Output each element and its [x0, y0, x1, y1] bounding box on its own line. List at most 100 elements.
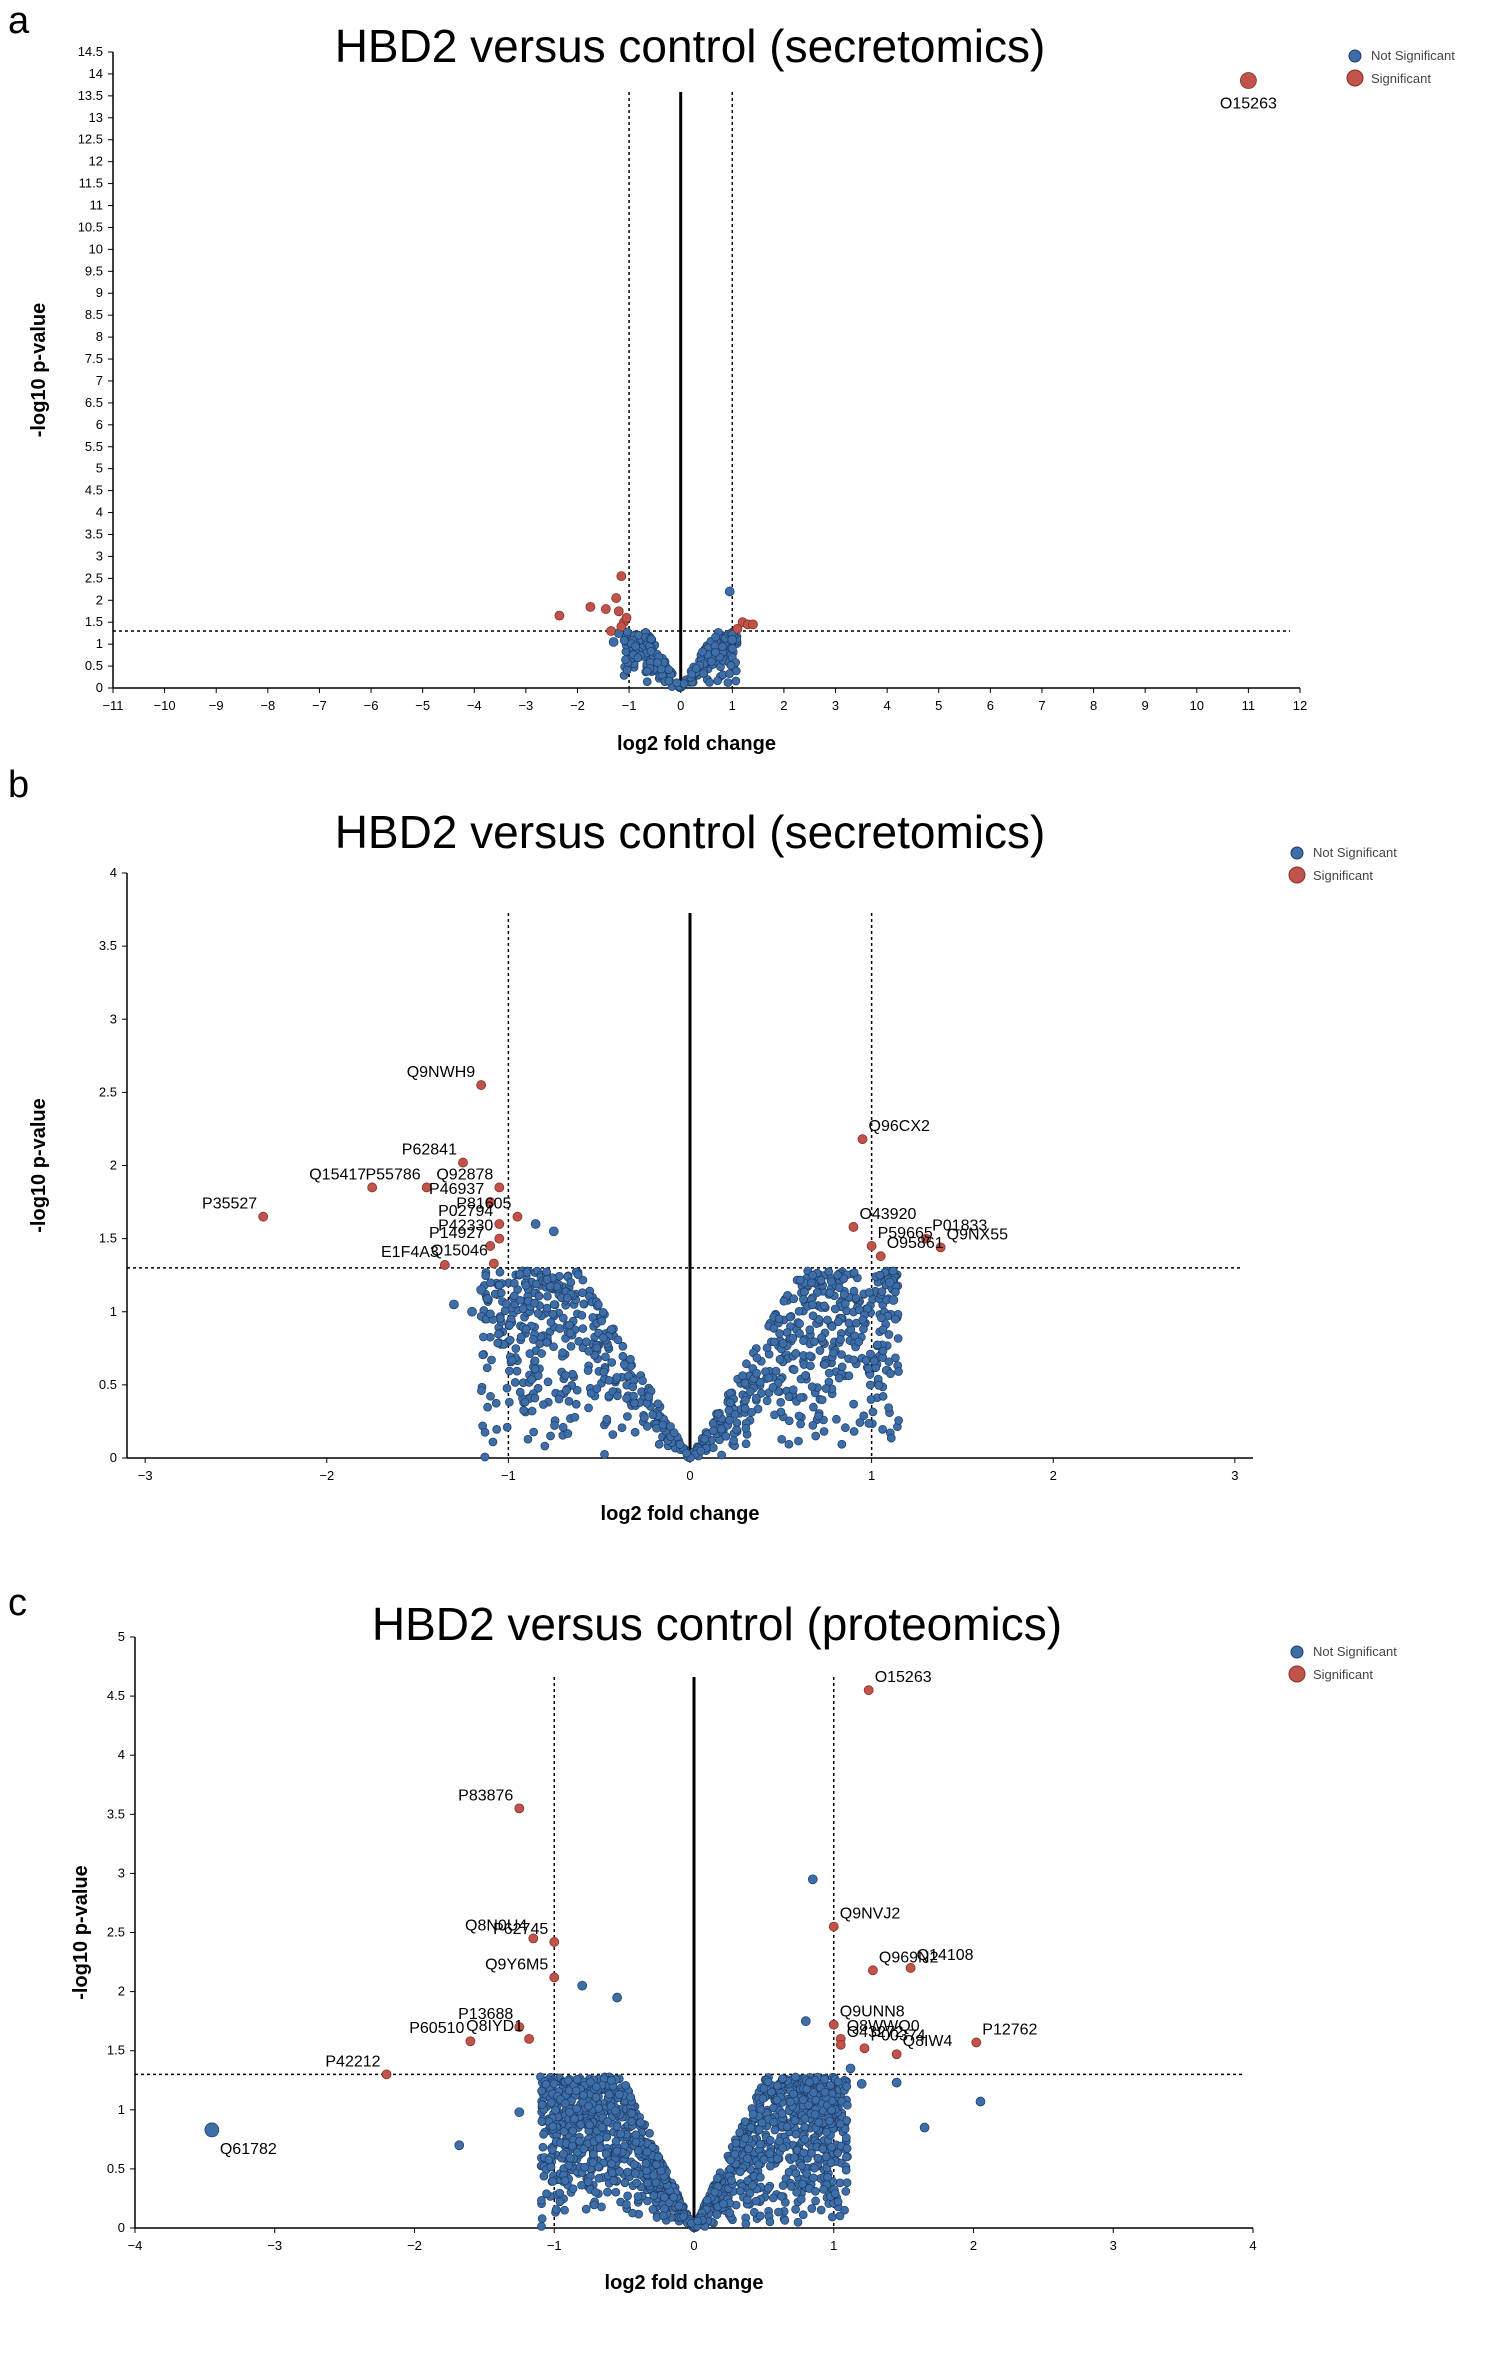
- chart-b-point-not-significant: [617, 1423, 627, 1433]
- chart-b-y-tick-label: 1: [110, 1304, 117, 1319]
- chart-b-point-not-significant: [791, 1349, 801, 1358]
- chart-b-point-not-significant: [527, 1406, 537, 1416]
- chart-b-point-not-significant: [654, 1439, 664, 1449]
- chart-c-point-not-significant: [792, 2187, 801, 2197]
- chart-b-point-not-significant: [729, 1436, 739, 1445]
- chart-b-point-label: P02794: [438, 1203, 493, 1220]
- chart-b-point-not-significant: [849, 1427, 859, 1436]
- chart-b-point-not-significant: [579, 1299, 589, 1309]
- chart-b-point-not-significant: [741, 1424, 751, 1433]
- chart-c-point-not-significant: [818, 2144, 828, 2154]
- chart-c-point-label: Q14108: [917, 1947, 974, 1964]
- chart-c-point-not-significant: [798, 2210, 808, 2220]
- chart-b-point-not-significant: [488, 1437, 498, 1447]
- chart-c-point-not-significant: [537, 2100, 547, 2110]
- chart-b-point-not-significant: [675, 1440, 685, 1449]
- chart-b-point-not-significant: [487, 1355, 496, 1365]
- chart-c-y-tick-label: 1.5: [107, 2043, 125, 2058]
- chart-c-y-label: -log10 p-value: [70, 1865, 92, 1999]
- chart-c-point-not-significant: [820, 2087, 830, 2097]
- chart-b-y-tick-label: 2: [110, 1158, 117, 1173]
- chart-b-point-not-significant: [563, 1429, 573, 1438]
- chart-c-point-not-significant: [610, 2106, 620, 2116]
- chart-b-point-not-significant: [891, 1287, 900, 1297]
- chart-b-point-not-significant: [833, 1270, 842, 1280]
- chart-b-point-not-significant: [638, 1376, 647, 1386]
- chart-c-point-not-significant: [799, 2148, 809, 2158]
- chart-c-point-not-significant: [636, 2118, 645, 2128]
- chart-b-point-not-significant: [807, 1278, 816, 1288]
- chart-c-y-tick-label: 5: [118, 1629, 125, 1644]
- chart-c-point-not-significant: [626, 2092, 636, 2102]
- chart-a-point-significant: [616, 621, 627, 632]
- chart-b-point-not-significant: [854, 1337, 864, 1347]
- chart-b-point-not-significant: [568, 1369, 577, 1379]
- chart-b-x-tick-label: 0: [686, 1468, 693, 1483]
- chart-b-point-not-significant: [565, 1320, 574, 1330]
- chart-b-point-not-significant: [482, 1294, 492, 1303]
- chart-b-point-not-significant: [784, 1416, 794, 1426]
- chart-b-point-not-significant: [573, 1270, 583, 1280]
- chart-b-point-not-significant: [601, 1352, 610, 1362]
- chart-c-point-not-significant: [693, 2216, 702, 2226]
- chart-c-y-tick-label: 2: [118, 1984, 125, 1999]
- chart-b-point-not-significant: [491, 1398, 501, 1408]
- chart-c-point-not-significant: [643, 2196, 652, 2206]
- chart-c-point-significant: [863, 1685, 874, 1696]
- chart-b-point-not-significant: [599, 1333, 608, 1343]
- chart-b-point-label: P59665: [878, 1225, 933, 1242]
- chart-b-point-not-significant: [840, 1299, 850, 1309]
- chart-b-point-not-significant: [562, 1385, 571, 1395]
- chart-c-point-not-significant: [822, 2127, 831, 2137]
- chart-c-point-not-significant: [575, 2136, 584, 2146]
- chart-c-point-not-significant: [649, 2191, 659, 2201]
- chart-b-point-not-significant: [849, 1286, 859, 1296]
- chart-c-point-not-significant: [789, 2153, 799, 2162]
- chart-b-x-tick-label: 3: [1231, 1468, 1238, 1483]
- chart-c-point-label: P00374: [870, 2027, 925, 2044]
- chart-a-point-not-significant: [711, 632, 720, 642]
- chart-c-point-not-significant: [759, 2155, 769, 2164]
- chart-c-point-significant: [835, 2039, 846, 2050]
- chart-c-point-not-significant: [755, 2139, 765, 2149]
- chart-c-point-not-significant: [564, 2161, 574, 2170]
- panel-letter-c: c: [8, 1582, 27, 1624]
- chart-b-point-not-significant: [520, 1397, 530, 1407]
- chart-b-point-label: P81605: [456, 1196, 511, 1213]
- chart-c-point-not-significant: [548, 2177, 558, 2186]
- chart-a-y-tick-label: 2.5: [85, 570, 103, 585]
- chart-b-point-not-significant: [836, 1335, 845, 1344]
- chart-b-point-not-significant: [554, 1394, 564, 1404]
- chart-b-point-not-significant: [480, 1427, 490, 1437]
- chart-b-point-not-significant: [795, 1329, 804, 1338]
- chart-a-x-tick-label: 8: [1090, 698, 1097, 713]
- chart-a-y-tick-label: 14: [89, 66, 103, 81]
- chart-b-point-not-significant: [891, 1314, 900, 1324]
- chart-b-x-label: log2 fold change: [601, 1503, 760, 1525]
- chart-c-point-label: Q9NVJ2: [840, 1906, 901, 1923]
- chart-c-point-not-significant: [537, 2086, 546, 2096]
- chart-c-point-not-significant: [830, 2189, 840, 2198]
- chart-c-point-not-significant: [585, 2120, 594, 2130]
- chart-a-point-significant: [1239, 72, 1257, 89]
- chart-b-point-label: E1F4A3: [381, 1244, 439, 1261]
- chart-b-point-not-significant: [884, 1357, 894, 1367]
- chart-b-point-not-significant: [476, 1284, 486, 1295]
- chart-c-point-not-significant: [746, 2123, 756, 2132]
- chart-c-point-not-significant: [821, 2152, 831, 2162]
- chart-b-point-not-significant: [877, 1313, 886, 1323]
- chart-b-y-tick-label: 0: [110, 1450, 117, 1465]
- chart-c-point-not-significant: [712, 2210, 722, 2220]
- chart-c-point-not-significant: [606, 2076, 616, 2085]
- chart-c-point-label: Q9UNN8: [840, 2004, 905, 2021]
- chart-b-point-not-significant: [875, 1270, 885, 1280]
- chart-c-point-not-significant: [778, 2181, 788, 2190]
- chart-b-point-not-significant: [640, 1413, 649, 1423]
- chart-c-point-not-significant: [597, 2122, 607, 2132]
- chart-a-y-tick-label: 14.5: [78, 44, 103, 59]
- chart-b-point-not-significant: [481, 1271, 491, 1281]
- chart-a-point-not-significant: [631, 641, 640, 651]
- chart-b-point-not-significant: [849, 1355, 859, 1365]
- chart-b-point-not-significant: [592, 1343, 602, 1353]
- chart-c-y-tick-label: 0: [118, 2220, 125, 2235]
